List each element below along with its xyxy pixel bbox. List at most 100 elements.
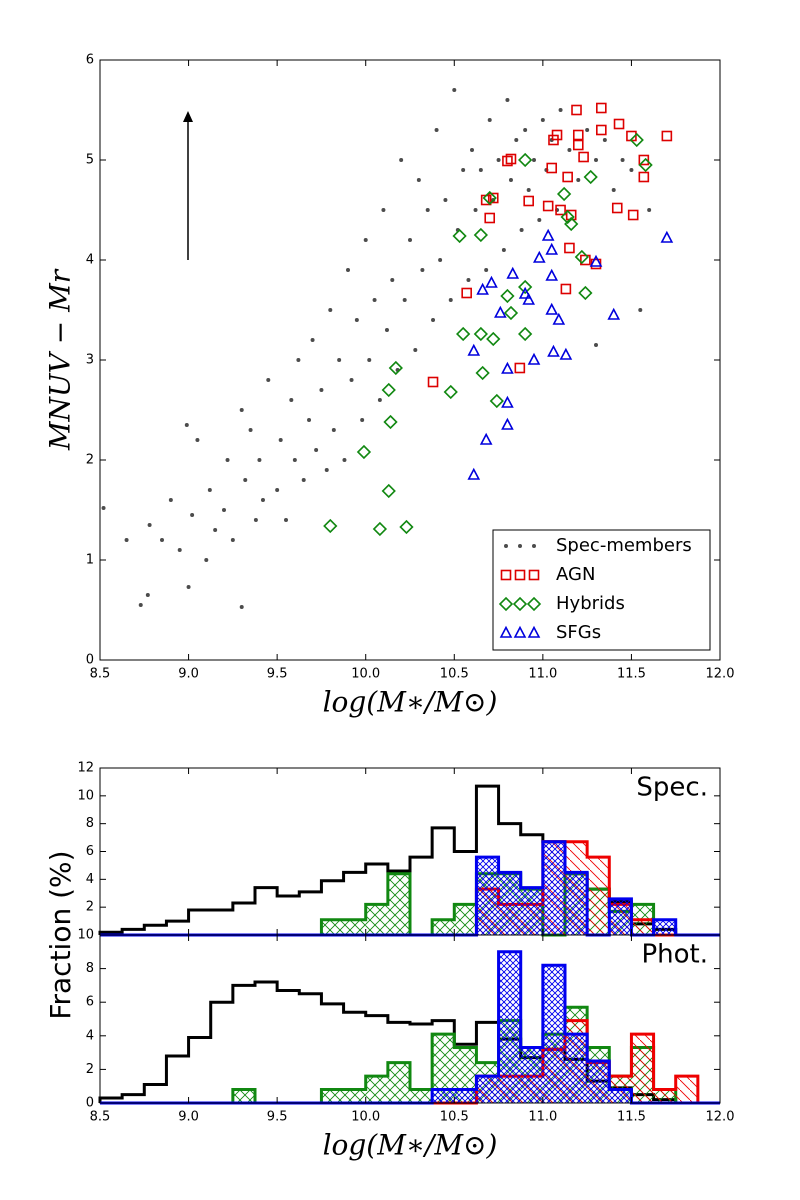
point [314, 448, 319, 452]
y-tick-label: 0 [86, 1096, 94, 1111]
point [620, 158, 625, 162]
point [541, 228, 555, 241]
point [514, 362, 526, 374]
point [342, 458, 347, 462]
point [564, 216, 579, 232]
point [160, 538, 164, 542]
legend-label: Hybrids [556, 593, 625, 614]
point [402, 298, 407, 302]
legend-label: Spec-members [556, 535, 692, 556]
point [638, 171, 650, 183]
point [558, 108, 563, 112]
point [101, 506, 106, 510]
x-tick-label: 12.0 [706, 667, 735, 682]
point [613, 118, 625, 130]
histogram-bar [476, 857, 499, 935]
point [475, 365, 490, 381]
point [532, 250, 546, 263]
point [629, 132, 644, 148]
panel-annotation: Spec. [636, 773, 708, 803]
y-tick-label: 3 [86, 353, 94, 368]
point [518, 279, 533, 295]
point [324, 468, 329, 472]
point [607, 307, 621, 320]
point [328, 308, 333, 312]
point [434, 128, 439, 132]
point [518, 152, 533, 168]
point [473, 208, 478, 212]
point [408, 238, 412, 242]
y-tick-label: 4 [86, 253, 94, 268]
histogram-bar [343, 1089, 366, 1103]
legend-marker [528, 569, 540, 581]
histogram-bar [365, 1076, 388, 1103]
y-tick-label: 5 [86, 153, 94, 168]
point [551, 129, 563, 141]
point [381, 208, 386, 212]
point [661, 130, 673, 142]
histogram-bar [542, 841, 565, 935]
histogram-bar [189, 1037, 211, 1103]
point [476, 282, 489, 295]
point [443, 384, 458, 400]
point [506, 266, 520, 279]
point [138, 603, 143, 607]
point [310, 338, 315, 342]
point [452, 228, 467, 244]
point [416, 178, 421, 182]
legend-label: AGN [556, 564, 595, 585]
point [546, 162, 558, 174]
histogram-bar [587, 857, 610, 935]
point [413, 348, 418, 352]
point [363, 238, 368, 242]
point [284, 518, 288, 522]
point [611, 188, 616, 192]
y-tick-label: 10 [77, 788, 94, 803]
histogram-bar [432, 919, 455, 935]
histogram-bar [653, 1089, 676, 1103]
point [467, 467, 481, 480]
histogram-bar [609, 1089, 632, 1103]
histogram-bar [255, 888, 277, 935]
point [257, 458, 262, 462]
point [239, 408, 244, 412]
point [594, 158, 598, 162]
point [514, 138, 519, 142]
histogram-bar [299, 892, 321, 935]
histogram-bar [189, 910, 211, 935]
histogram-bar [631, 919, 654, 935]
point [567, 148, 572, 152]
y-tick-label: 12 [77, 761, 94, 776]
point [319, 388, 324, 392]
y-tick-label: 1 [86, 553, 94, 568]
x-axis-label: log(M∗/M⊙) [323, 1129, 498, 1162]
point [438, 258, 443, 262]
point [523, 128, 528, 132]
point [578, 285, 593, 301]
point [461, 168, 466, 172]
point [532, 158, 536, 162]
histogram-bar [476, 1076, 499, 1103]
histogram-bar [321, 1089, 344, 1103]
point [560, 283, 572, 295]
histogram-bar [365, 904, 388, 935]
point [484, 268, 489, 272]
point [427, 376, 439, 388]
point [647, 208, 652, 212]
point [540, 118, 545, 122]
point [489, 393, 504, 409]
point [629, 168, 634, 172]
point [496, 158, 501, 162]
point [487, 118, 492, 122]
axes-frame [99, 934, 721, 1104]
point [147, 523, 152, 527]
point [372, 521, 388, 537]
histogram-bar [631, 1034, 654, 1103]
point [559, 347, 573, 360]
point [501, 248, 506, 252]
point [124, 538, 129, 542]
point [487, 192, 499, 204]
histogram-bar [498, 951, 521, 1103]
x-tick-label: 11.5 [617, 1110, 646, 1125]
histogram-bar [211, 910, 233, 935]
